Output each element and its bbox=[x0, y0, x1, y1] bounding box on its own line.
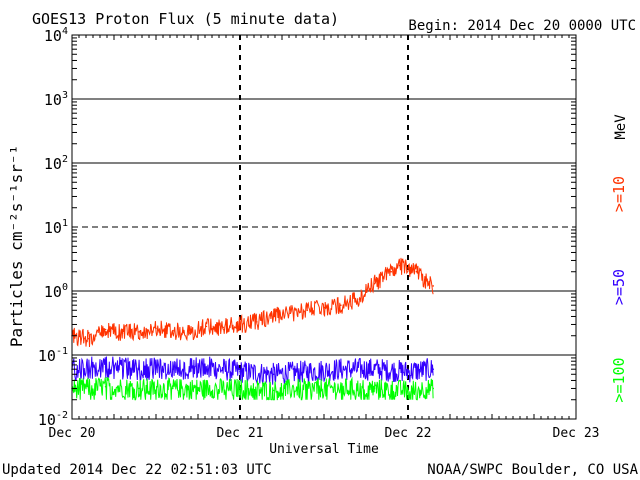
data-point bbox=[306, 387, 309, 390]
series-line bbox=[71, 257, 434, 348]
data-point bbox=[407, 389, 409, 392]
data-point bbox=[407, 267, 409, 269]
y-tick-label: 102 bbox=[44, 154, 68, 173]
legend: MeV >=10 >=50 >=100 bbox=[610, 114, 629, 403]
data-point bbox=[205, 325, 208, 328]
y-tick-label: 10-2 bbox=[38, 410, 68, 429]
data-point bbox=[415, 270, 418, 273]
data-point bbox=[222, 326, 224, 329]
data-point bbox=[289, 312, 292, 314]
y-axis-label: Particles cm⁻²s⁻¹sr⁻¹ bbox=[7, 145, 26, 347]
data-point bbox=[340, 387, 342, 390]
data-source: NOAA/SWPC Boulder, CO USA bbox=[427, 462, 638, 478]
data-point bbox=[205, 366, 208, 368]
data-point bbox=[407, 370, 409, 373]
data-point bbox=[340, 304, 342, 306]
y-tick-label: 10-1 bbox=[38, 346, 68, 365]
data-point bbox=[104, 328, 107, 331]
legend-entry: >=100 bbox=[610, 357, 628, 402]
data-point bbox=[272, 373, 275, 376]
data-point bbox=[373, 387, 376, 390]
data-point bbox=[424, 278, 426, 281]
grid-layer bbox=[72, 35, 576, 419]
data-point bbox=[138, 368, 140, 370]
legend-entry: >=50 bbox=[610, 269, 628, 305]
y-tick-label: 101 bbox=[44, 218, 68, 237]
series-line bbox=[71, 356, 434, 385]
legend-entry: >=10 bbox=[610, 176, 628, 212]
begin-time-label: Begin: 2014 Dec 20 0000 UTC bbox=[408, 18, 636, 34]
data-point bbox=[432, 387, 435, 390]
data-point bbox=[188, 332, 191, 334]
x-tick-label: Dec 23 bbox=[553, 426, 600, 441]
data-point bbox=[432, 285, 435, 287]
x-tick-label: Dec 22 bbox=[385, 426, 432, 441]
series-line bbox=[71, 376, 434, 401]
y-tick-label: 104 bbox=[44, 26, 68, 45]
data-point bbox=[323, 306, 325, 309]
data-point bbox=[155, 327, 157, 330]
data-point bbox=[172, 368, 174, 370]
data-point bbox=[382, 277, 384, 279]
data-point bbox=[390, 270, 393, 273]
series-layer bbox=[71, 257, 435, 401]
x-tick-label: Dec 21 bbox=[217, 426, 264, 441]
y-tick-label: 103 bbox=[44, 90, 68, 109]
data-point bbox=[172, 329, 174, 332]
data-point bbox=[398, 264, 401, 267]
data-point bbox=[138, 331, 140, 333]
data-point bbox=[306, 370, 309, 373]
data-point bbox=[205, 387, 208, 390]
chart-title: GOES13 Proton Flux (5 minute data) bbox=[32, 10, 339, 28]
data-point bbox=[373, 368, 376, 370]
data-point bbox=[356, 298, 359, 300]
data-point bbox=[306, 309, 309, 312]
data-point bbox=[373, 282, 376, 285]
data-point bbox=[272, 315, 275, 318]
data-point bbox=[138, 387, 140, 390]
legend-unit: MeV bbox=[613, 114, 629, 140]
data-point bbox=[239, 370, 241, 373]
x-tick-label: Dec 20 bbox=[49, 426, 96, 441]
data-point bbox=[340, 368, 342, 370]
data-point bbox=[255, 321, 258, 323]
data-point bbox=[239, 323, 241, 326]
data-point bbox=[104, 385, 107, 388]
updated-timestamp: Updated 2014 Dec 22 02:51:03 UTC bbox=[2, 462, 272, 478]
data-point bbox=[104, 366, 107, 368]
y-tick-label: 100 bbox=[44, 282, 68, 301]
data-point bbox=[239, 387, 241, 390]
data-point bbox=[121, 332, 124, 334]
x-axis-label: Universal Time bbox=[269, 442, 379, 457]
data-point bbox=[432, 368, 435, 370]
data-point bbox=[272, 389, 275, 392]
data-point bbox=[172, 387, 174, 390]
data-point bbox=[88, 337, 90, 340]
plot-frame bbox=[71, 34, 577, 420]
